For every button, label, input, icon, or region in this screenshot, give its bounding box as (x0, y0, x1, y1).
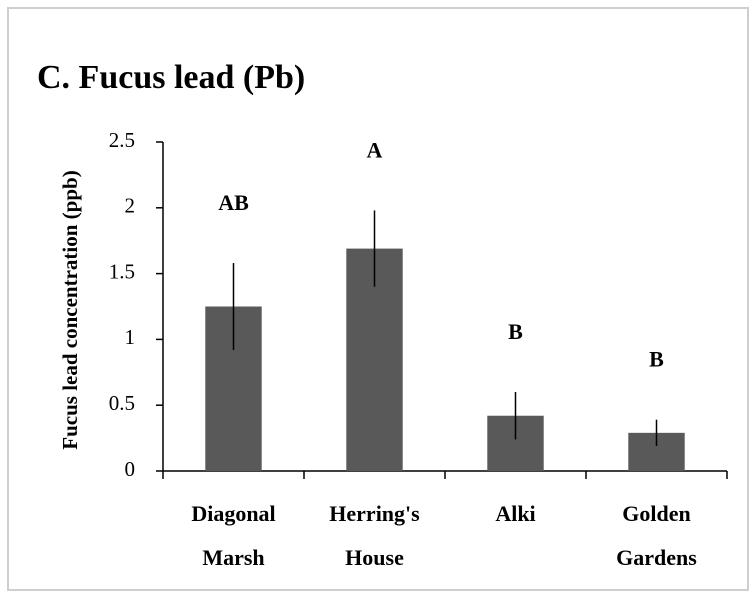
y-tick-label: 2.5 (109, 128, 135, 152)
x-tick-label-line: Marsh (202, 545, 264, 570)
x-tick-label-line: Diagonal (191, 501, 275, 526)
group-label: B (508, 319, 523, 344)
x-tick-label: Herring's House (329, 501, 420, 570)
x-tick-label: Golden Gardens (616, 501, 697, 570)
group-label: A (367, 137, 383, 162)
y-tick-label: 1 (125, 325, 136, 349)
y-tick-label: 2 (125, 194, 136, 218)
chart-title: C. Fucus lead (Pb) (37, 59, 305, 96)
x-tick-label-line: House (345, 545, 404, 570)
x-tick-label-line: Alki (495, 501, 535, 526)
y-tick-label: 1.5 (109, 259, 135, 283)
y-tick-label: 0 (125, 457, 136, 481)
y-tick-label: 0.5 (109, 391, 135, 415)
x-tick-label: Diagonal Marsh (191, 501, 275, 570)
x-tick-label-line: Gardens (616, 545, 697, 570)
x-tick-label-line: Herring's (329, 501, 420, 526)
group-label: AB (218, 190, 249, 215)
x-tick-label: Alki (495, 501, 535, 526)
y-axis-label: Fucus lead concentration (ppb) (58, 170, 82, 449)
x-tick-label-line: Golden (622, 501, 690, 526)
group-label: B (649, 347, 664, 372)
